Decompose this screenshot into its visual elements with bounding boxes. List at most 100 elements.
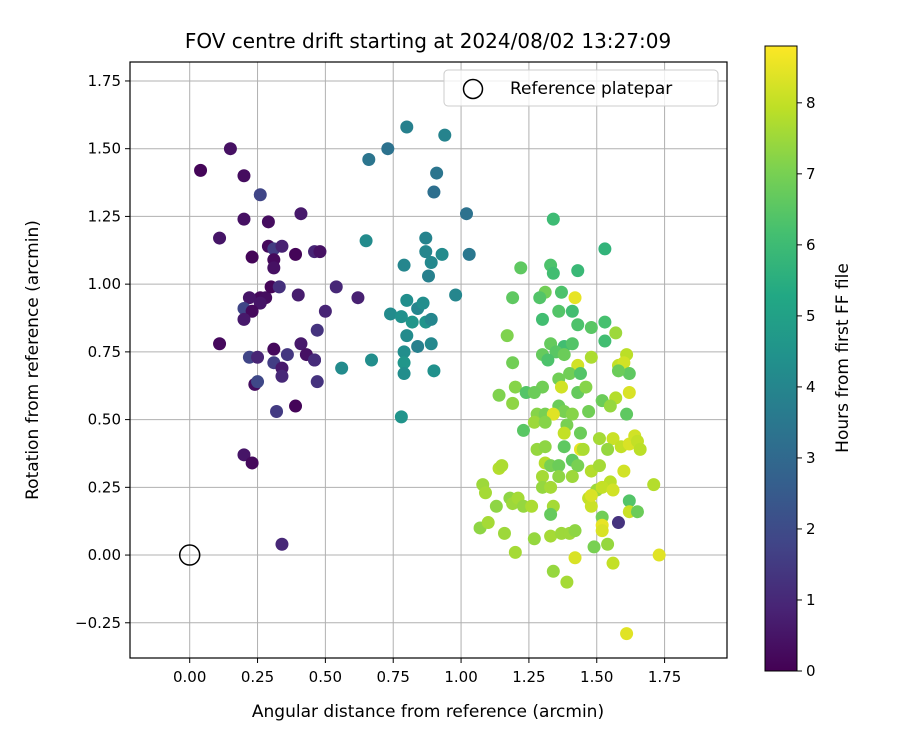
- data-point: [267, 261, 281, 275]
- data-point: [223, 142, 237, 156]
- y-tick-label: 0.00: [88, 546, 121, 564]
- data-point: [633, 442, 647, 456]
- data-point: [438, 128, 452, 142]
- y-tick-label: 1.25: [88, 207, 121, 225]
- data-point: [598, 315, 612, 329]
- reference-platepar-marker: [178, 544, 201, 566]
- x-tick-label: 1.00: [444, 668, 477, 686]
- data-point: [506, 356, 520, 370]
- data-point: [272, 280, 286, 294]
- data-point: [573, 367, 587, 381]
- data-point: [424, 312, 438, 326]
- data-point: [394, 410, 408, 424]
- data-point: [560, 575, 574, 589]
- data-point: [313, 245, 327, 259]
- data-point: [541, 353, 555, 367]
- x-tick-label: 0.00: [173, 668, 206, 686]
- data-point: [525, 499, 539, 513]
- data-point: [329, 280, 343, 294]
- x-axis-label: Angular distance from reference (arcmin): [252, 702, 604, 722]
- data-point: [397, 367, 411, 381]
- data-point: [422, 269, 435, 283]
- data-point: [606, 483, 620, 497]
- data-points: [194, 120, 666, 641]
- data-point: [411, 339, 425, 353]
- data-point: [622, 367, 636, 381]
- colorbar-tick-label: 8: [806, 94, 816, 112]
- data-point: [251, 375, 265, 389]
- data-point: [611, 516, 625, 530]
- data-point: [400, 293, 414, 307]
- x-tick-label: 1.75: [648, 668, 681, 686]
- data-point: [565, 337, 579, 351]
- data-point: [652, 548, 666, 562]
- legend: Reference platepar: [443, 69, 719, 107]
- data-point: [508, 380, 522, 394]
- legend-label: Reference platepar: [510, 79, 672, 99]
- data-point: [587, 540, 601, 554]
- y-axis-ticks: −0.25 0.00 0.25 0.50 0.75 1.00 1.25 1.50 1.75: [75, 72, 130, 632]
- data-point: [630, 505, 644, 519]
- data-point: [335, 361, 349, 375]
- data-point: [557, 426, 571, 440]
- data-point: [289, 247, 303, 261]
- data-point: [267, 342, 281, 356]
- data-point: [427, 364, 441, 378]
- data-point: [571, 264, 585, 278]
- data-point: [568, 291, 582, 305]
- data-point: [568, 551, 582, 565]
- data-point: [584, 350, 598, 364]
- y-tick-label: 1.75: [88, 72, 121, 90]
- data-point: [495, 459, 509, 473]
- x-tick-label: 0.75: [377, 668, 410, 686]
- data-point: [384, 307, 398, 321]
- x-tick-label: 0.50: [309, 668, 342, 686]
- data-point: [552, 459, 566, 473]
- data-point: [481, 516, 495, 530]
- data-point: [552, 469, 566, 483]
- data-point: [397, 258, 411, 272]
- data-point: [592, 432, 606, 446]
- data-point: [427, 185, 441, 199]
- colorbar-tick-label: 4: [806, 378, 816, 396]
- data-point: [237, 312, 251, 326]
- plot-frame: [129, 61, 728, 659]
- data-point: [598, 334, 612, 348]
- y-tick-label: 0.75: [88, 343, 121, 361]
- data-point: [242, 291, 256, 305]
- data-point: [424, 337, 438, 351]
- data-point: [601, 537, 615, 551]
- data-point: [506, 396, 520, 410]
- data-point: [492, 388, 506, 402]
- data-point: [563, 367, 577, 381]
- data-point: [527, 532, 541, 546]
- data-point: [280, 348, 294, 362]
- data-point: [552, 304, 566, 318]
- data-point: [237, 169, 251, 183]
- colorbar-tick-label: 6: [806, 236, 816, 254]
- data-point: [617, 464, 631, 478]
- x-axis-ticks: 0.00 0.25 0.50 0.75 1.00 1.25 1.50 1.75: [173, 658, 681, 686]
- data-point: [527, 415, 541, 429]
- data-point: [308, 353, 322, 367]
- data-point: [245, 250, 259, 264]
- colorbar-label: Hours from first FF file: [833, 263, 853, 453]
- colorbar-tick-label: 0: [806, 662, 816, 680]
- data-point: [478, 486, 492, 500]
- data-point: [571, 318, 585, 332]
- grid-lines: [130, 62, 727, 658]
- data-point: [606, 556, 620, 570]
- legend-box: [443, 69, 719, 107]
- data-point: [584, 488, 598, 502]
- data-point: [462, 247, 476, 261]
- data-point: [565, 407, 579, 421]
- data-point: [310, 375, 324, 389]
- data-point: [538, 440, 552, 454]
- data-point: [253, 296, 267, 310]
- colorbar-gradient: [764, 45, 798, 672]
- data-point: [400, 120, 414, 134]
- data-point: [213, 231, 227, 245]
- data-point: [489, 499, 503, 513]
- data-point: [576, 442, 590, 456]
